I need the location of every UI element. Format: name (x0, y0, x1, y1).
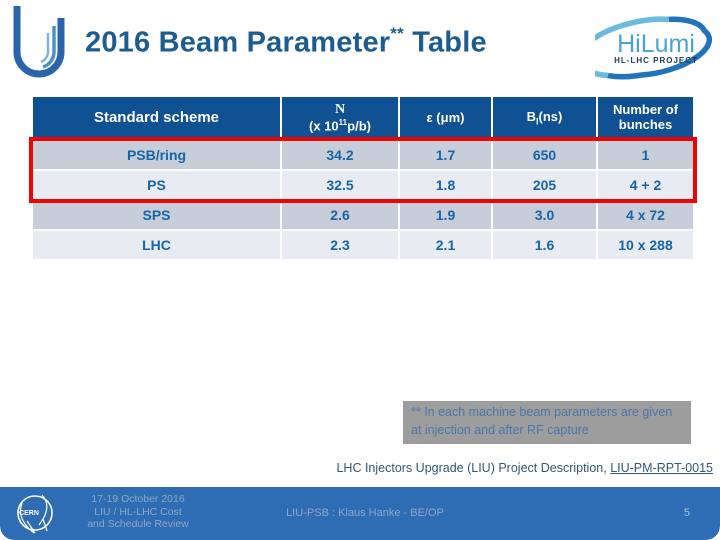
footer-event-info: 17-19 October 2016 LIU / HL-LHC Cost and… (62, 493, 214, 531)
page-number: 5 (683, 507, 690, 519)
cell-intensity: 2.6 (282, 201, 398, 229)
cern-logo-icon: CERN (17, 494, 53, 534)
cell-intensity: 34.2 (282, 141, 398, 169)
cell-scheme: LHC (33, 231, 280, 259)
footer-bar: CERN 17-19 October 2016 LIU / HL-LHC Cos… (0, 487, 720, 540)
col-header-bunch-length: Bl(ns) (493, 97, 596, 139)
cell-bunch-length: 205 (493, 171, 596, 199)
cell-bunches: 10 x 288 (598, 231, 693, 259)
cell-intensity: 2.3 (282, 231, 398, 259)
hilumi-subtitle: HL-LHC PROJECT (614, 56, 698, 65)
cern-wordmark: CERN (19, 510, 39, 517)
title-text: 2016 Beam Parameter (85, 26, 391, 59)
hilumi-wordmark: HiLumi (617, 30, 695, 58)
cell-scheme: PS (33, 171, 280, 199)
cell-bunch-length: 3.0 (493, 201, 596, 229)
col-header-emittance: ε (μm) (400, 97, 491, 139)
page-title: 2016 Beam Parameter** Table (85, 24, 487, 60)
cell-emittance: 2.1 (400, 231, 491, 259)
title-suffix: Table (403, 26, 487, 59)
col-header-intensity: N (x 1011p/b) (282, 97, 398, 139)
cell-bunches: 1 (598, 141, 693, 169)
cell-intensity: 32.5 (282, 171, 398, 199)
cell-emittance: 1.7 (400, 141, 491, 169)
cell-emittance: 1.8 (400, 171, 491, 199)
cell-bunches: 4 + 2 (598, 171, 693, 199)
cell-bunches: 4 x 72 (598, 201, 693, 229)
beam-parameter-table: Standard scheme N (x 1011p/b) ε (μm) Bl(… (33, 97, 693, 259)
col-header-standard-scheme: Standard scheme (33, 97, 280, 139)
hilumi-logo-icon: HiLumi HL-LHC PROJECT (595, 16, 713, 80)
footer-event-line1: 17-19 October 2016 (91, 493, 185, 505)
cell-emittance: 1.9 (400, 201, 491, 229)
col-header-number-of-bunches: Number of bunches (598, 97, 693, 139)
liu-logo-icon (13, 6, 65, 78)
footer-author: LIU-PSB : Klaus Hanke - BE/OP (286, 507, 444, 519)
footer-event-line3: and Schedule Review (87, 518, 189, 530)
footnote-box: ** In each machine beam parameters are g… (403, 401, 691, 444)
cell-bunch-length: 1.6 (493, 231, 596, 259)
title-superscript: ** (390, 24, 404, 43)
reference-link[interactable]: LIU-PM-RPT-0015 (610, 461, 713, 475)
cell-scheme: SPS (33, 201, 280, 229)
reference-text: LHC Injectors Upgrade (LIU) Project Desc… (336, 461, 713, 475)
cell-scheme: PSB/ring (33, 141, 280, 169)
footer-event-line2: LIU / HL-LHC Cost (94, 505, 182, 518)
col-header-intensity-symbol: N (334, 101, 346, 117)
col-header-intensity-units: (x 1011p/b) (309, 117, 371, 134)
cell-bunch-length: 650 (493, 141, 596, 169)
